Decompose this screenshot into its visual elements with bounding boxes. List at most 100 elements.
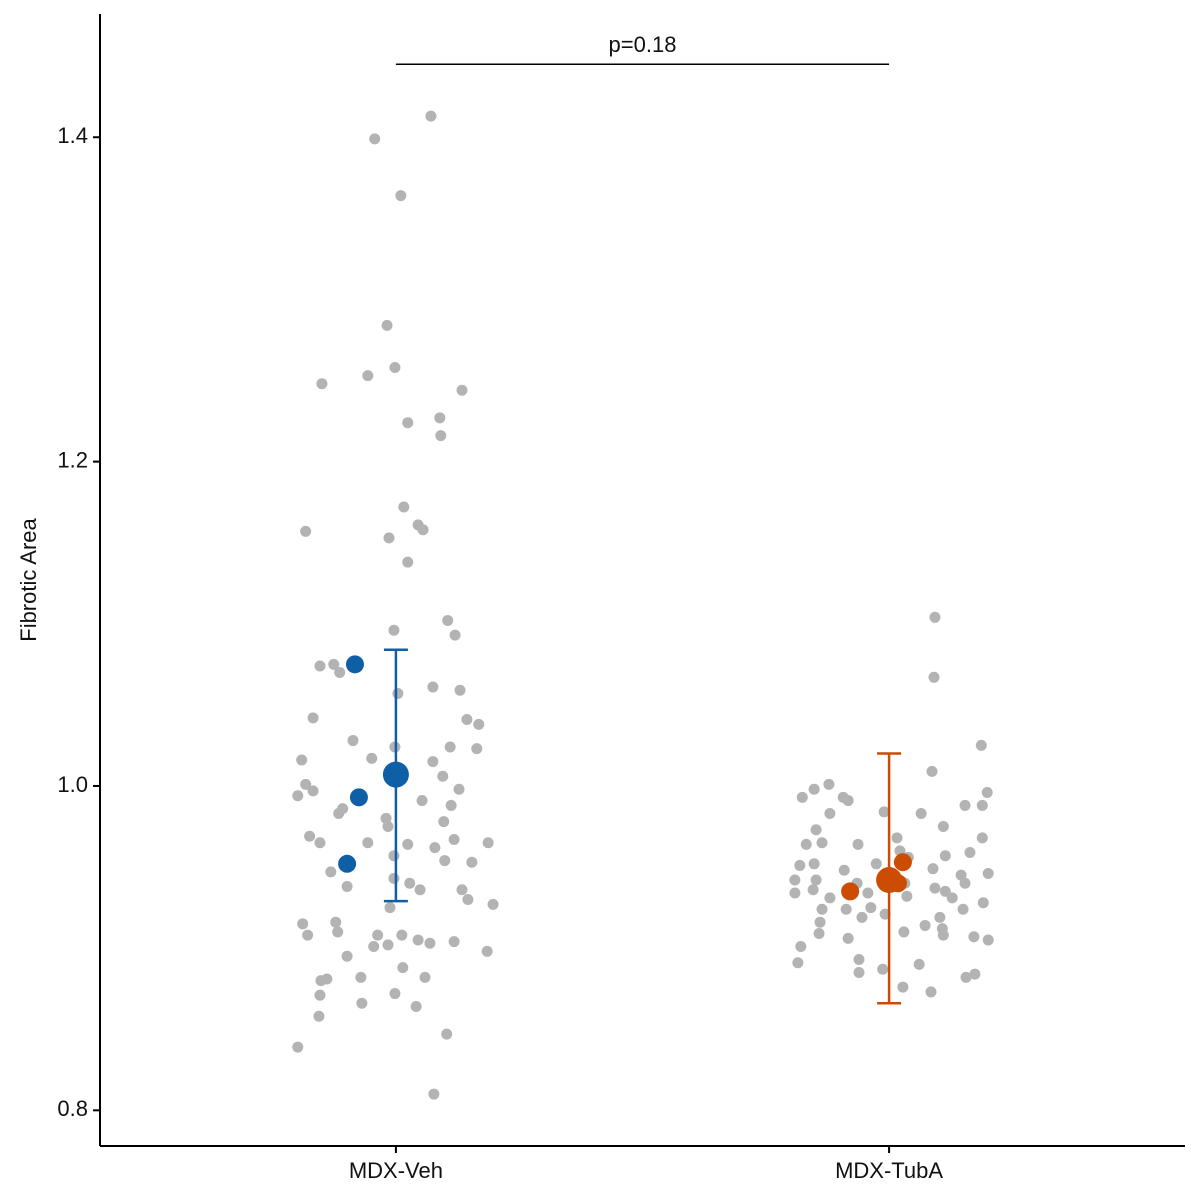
- replicate-point: [841, 882, 860, 901]
- replicate-point: [349, 788, 368, 807]
- cell-point: [853, 953, 865, 965]
- cell-point: [853, 966, 865, 978]
- cell-point: [362, 837, 374, 849]
- y-tick-label: 1.2: [57, 447, 88, 472]
- cell-point: [397, 962, 409, 974]
- cell-point: [981, 786, 993, 798]
- cell-point: [824, 892, 836, 904]
- cell-point: [416, 795, 428, 807]
- cell-point: [388, 850, 400, 862]
- cell-point: [823, 778, 835, 790]
- cell-point: [300, 778, 312, 790]
- replicate-point: [345, 655, 364, 674]
- cell-point: [314, 989, 326, 1001]
- cell-point: [792, 957, 804, 969]
- cell-point: [929, 611, 941, 623]
- cell-point: [381, 319, 393, 331]
- cell-point: [307, 712, 319, 724]
- cell-point: [481, 945, 493, 957]
- cell-point: [482, 837, 494, 849]
- cell-point: [865, 902, 877, 914]
- cell-point: [960, 971, 972, 983]
- cell-point: [292, 1041, 304, 1053]
- cell-point: [842, 795, 854, 807]
- cell-point: [448, 833, 460, 845]
- cell-point: [369, 133, 381, 145]
- p-value: p=0.18: [609, 32, 677, 57]
- cell-point: [816, 837, 828, 849]
- cell-point: [877, 963, 889, 975]
- cell-point: [977, 897, 989, 909]
- cell-point: [937, 821, 949, 833]
- cell-point: [794, 859, 806, 871]
- cell-point: [810, 874, 822, 886]
- cell-point: [434, 412, 446, 424]
- cell-point: [462, 893, 474, 905]
- cell-point: [341, 881, 353, 893]
- cell-point: [927, 863, 939, 875]
- cell-point: [957, 903, 969, 915]
- cell-point: [919, 919, 931, 931]
- cell-point: [414, 884, 426, 896]
- cell-point: [389, 988, 401, 1000]
- cell-point: [969, 968, 981, 980]
- cell-point: [388, 872, 400, 884]
- cell-point: [404, 877, 416, 889]
- cell-point: [789, 887, 801, 899]
- cell-point: [856, 911, 868, 923]
- cell-point: [901, 890, 913, 902]
- cell-point: [425, 110, 437, 122]
- cell-point: [937, 929, 949, 941]
- y-tick-label: 0.8: [57, 1096, 88, 1121]
- cell-point: [328, 658, 340, 670]
- cell-point: [402, 838, 414, 850]
- cell-point: [870, 858, 882, 870]
- y-tick-label: 1.0: [57, 772, 88, 797]
- cell-point: [795, 941, 807, 953]
- cell-point: [928, 671, 940, 683]
- cell-point: [913, 958, 925, 970]
- cell-point: [437, 770, 449, 782]
- cell-point: [925, 986, 937, 998]
- cell-point: [982, 934, 994, 946]
- cell-point: [840, 903, 852, 915]
- cell-point: [402, 556, 414, 568]
- cell-point: [334, 666, 346, 678]
- cell-point: [976, 799, 988, 811]
- cell-point: [388, 624, 400, 636]
- cell-point: [441, 1028, 453, 1040]
- cell-point: [449, 629, 461, 641]
- cell-point: [975, 739, 987, 751]
- cell-point: [934, 911, 946, 923]
- cell-point: [842, 932, 854, 944]
- cell-point: [810, 824, 822, 836]
- cell-point: [461, 713, 473, 725]
- cell-point: [444, 741, 456, 753]
- cell-point: [453, 783, 465, 795]
- cell-point: [366, 752, 378, 764]
- cell-point: [428, 1088, 440, 1100]
- cell-point: [929, 882, 941, 894]
- cell-point: [796, 791, 808, 803]
- cell-point: [456, 384, 468, 396]
- y-tick-label: 1.4: [57, 123, 88, 148]
- cell-point: [297, 918, 309, 930]
- cell-point: [445, 799, 457, 811]
- cell-point: [466, 856, 478, 868]
- cell-point: [341, 950, 353, 962]
- cell-point: [417, 524, 429, 536]
- x-tick-label: MDX-TubA: [835, 1158, 943, 1183]
- cell-point: [438, 816, 450, 828]
- cell-point: [392, 688, 404, 700]
- cell-point: [427, 681, 439, 693]
- cell-point: [808, 858, 820, 870]
- cell-point: [442, 615, 454, 627]
- cell-point: [304, 830, 316, 842]
- cell-point: [852, 838, 864, 850]
- cell-point: [807, 884, 819, 896]
- cell-point: [448, 936, 460, 948]
- cell-point: [356, 997, 368, 1009]
- cell-point: [307, 785, 319, 797]
- cell-point: [362, 370, 374, 382]
